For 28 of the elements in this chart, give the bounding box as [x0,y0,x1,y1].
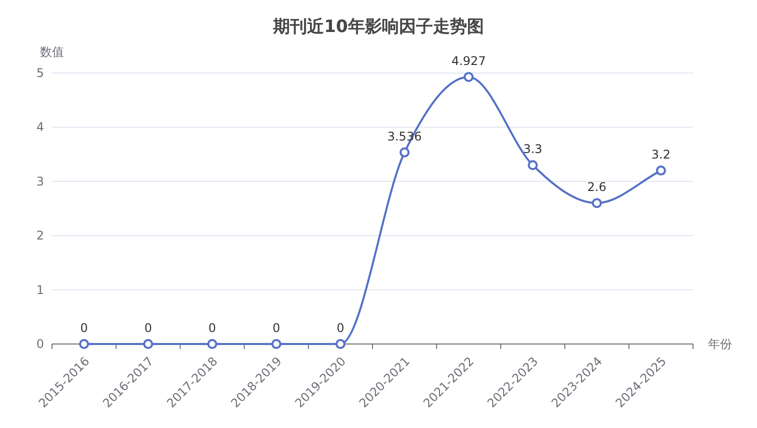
y-tick-label: 5 [36,66,44,80]
y-tick-label: 2 [36,228,44,243]
point [400,147,410,158]
data-label: 4.927 [451,54,486,68]
data-label: 0 [208,321,216,335]
y-axis-title: 数值 [40,45,64,59]
point [528,160,538,170]
point [79,339,90,349]
x-axis-title: 年份 [708,337,732,351]
point [656,166,666,176]
point [592,198,602,208]
data-label: 2.6 [587,180,606,194]
y-tick-label: 3 [36,174,44,188]
point [207,339,218,349]
data-label: 0 [144,321,152,335]
data-label: 3.3 [523,142,542,156]
point [464,72,474,82]
point [143,339,154,349]
chart-title: 期刊近10年影响因子走势图 [272,17,484,37]
y-tick-label: 1 [36,282,44,297]
data-label: 0 [336,321,344,335]
y-tick-label: 4 [36,120,44,134]
data-label: 0 [80,321,88,335]
data-label: 0 [272,321,280,335]
point [335,339,346,349]
point [271,339,282,349]
y-tick-label: 0 [36,337,44,351]
data-label: 3.2 [651,148,670,162]
